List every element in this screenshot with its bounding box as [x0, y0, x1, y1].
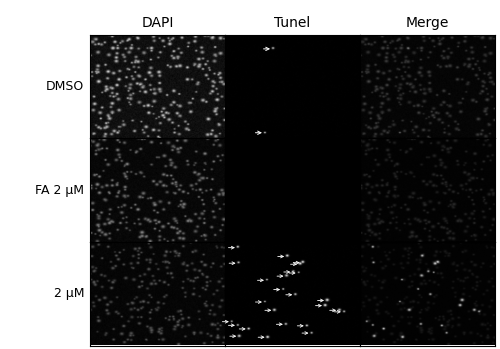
Text: DAPI: DAPI — [142, 16, 174, 30]
Y-axis label: DMSO: DMSO — [46, 80, 84, 93]
Y-axis label: 2 μM: 2 μM — [54, 287, 84, 300]
Text: Merge: Merge — [406, 16, 449, 30]
Y-axis label: FA 2 μM: FA 2 μM — [36, 184, 84, 197]
Text: Tunel: Tunel — [274, 16, 310, 30]
